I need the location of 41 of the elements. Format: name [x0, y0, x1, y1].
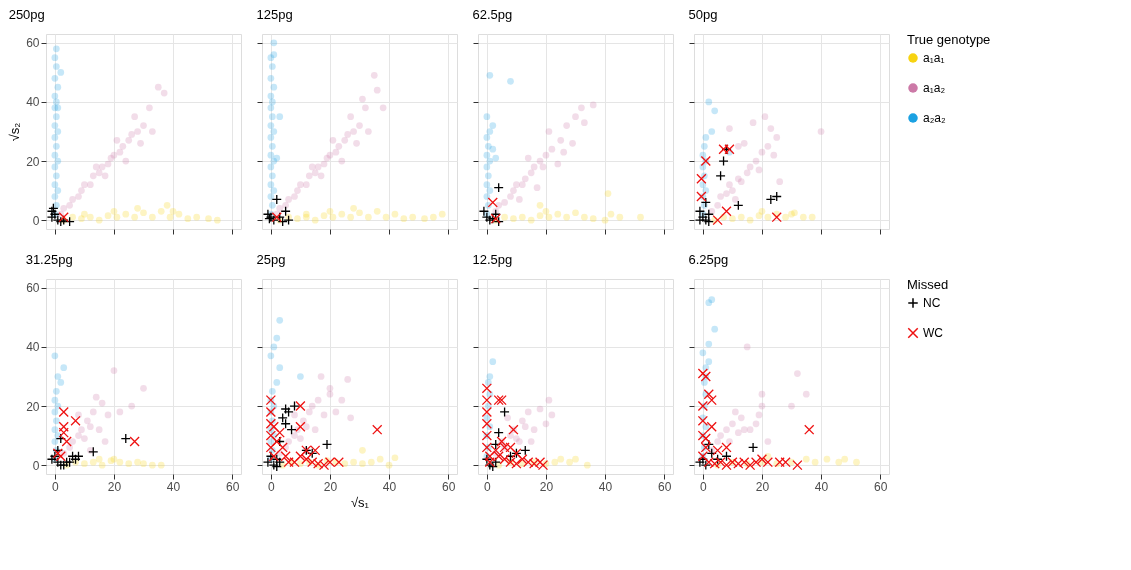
y-axis-title: √s₂ — [7, 122, 23, 142]
x-tick-label: 60 — [441, 479, 456, 494]
chart-title: 31.25pg — [25, 252, 73, 267]
chart-title: 125pg — [256, 7, 293, 22]
x-tick-label: 40 — [166, 479, 181, 494]
x-tick-label: 0 — [484, 479, 492, 494]
x-tick-label: 20 — [323, 479, 338, 494]
y-tick-label: 60 — [26, 36, 40, 51]
chart-title: 25pg — [256, 252, 286, 267]
x-tick-label: 0 — [700, 479, 708, 494]
x-tick-label: 40 — [382, 479, 397, 494]
chart-title: 62.5pg — [472, 7, 513, 22]
y-tick-label: 0 — [32, 458, 40, 473]
x-axis-title: √s₁ — [350, 494, 370, 510]
x-tick-label: 60 — [657, 479, 672, 494]
y-tick-label: 60 — [26, 281, 40, 296]
legend-title: Missed — [907, 277, 949, 292]
legend-label: NC — [923, 296, 941, 310]
x-tick-label: 40 — [814, 479, 829, 494]
chart-title: 50pg — [688, 7, 718, 22]
y-tick-label: 20 — [26, 154, 40, 169]
legend-title: True genotype — [907, 32, 991, 47]
y-tick-label: 0 — [32, 213, 40, 228]
x-tick-label: 0 — [268, 479, 276, 494]
y-tick-label: 40 — [26, 95, 40, 110]
y-tick-label: 20 — [26, 399, 40, 414]
y-tick-label: 40 — [26, 340, 40, 355]
x-tick-label: 40 — [598, 479, 613, 494]
chart-title: 250pg — [8, 7, 45, 22]
x-tick-label: 60 — [225, 479, 240, 494]
x-tick-label: 0 — [52, 479, 60, 494]
x-tick-label: 20 — [755, 479, 770, 494]
legend-label: WC — [923, 326, 944, 340]
legend-label: a₂a₂ — [923, 111, 947, 125]
chart-title: 12.5pg — [472, 252, 513, 267]
x-tick-label: 60 — [873, 479, 888, 494]
x-tick-label: 20 — [539, 479, 554, 494]
x-tick-label: 20 — [107, 479, 122, 494]
legend-label: a₁a₁ — [923, 51, 945, 65]
chart-title: 6.25pg — [688, 252, 729, 267]
legend-label: a₁a₂ — [923, 81, 946, 95]
